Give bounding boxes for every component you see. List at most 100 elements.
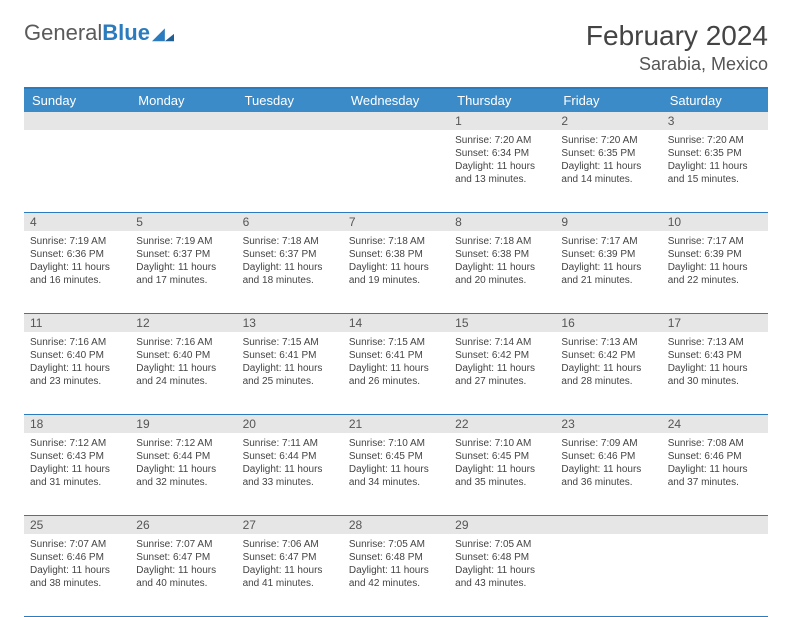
day-cell [24,130,130,212]
sunrise-text: Sunrise: 7:19 AM [136,235,230,248]
sunrise-text: Sunrise: 7:10 AM [455,437,549,450]
daylight-text: Daylight: 11 hours and 22 minutes. [668,261,762,287]
sunset-text: Sunset: 6:40 PM [136,349,230,362]
day-number: 13 [237,314,343,332]
daylight-text: Daylight: 11 hours and 15 minutes. [668,160,762,186]
day-number: 18 [24,415,130,433]
daylight-text: Daylight: 11 hours and 28 minutes. [561,362,655,388]
day-number: 19 [130,415,236,433]
day-cell: Sunrise: 7:17 AMSunset: 6:39 PMDaylight:… [555,231,661,313]
day-header-cell: Wednesday [343,89,449,112]
day-cell: Sunrise: 7:15 AMSunset: 6:41 PMDaylight:… [237,332,343,414]
day-number: 21 [343,415,449,433]
week-row: Sunrise: 7:12 AMSunset: 6:43 PMDaylight:… [24,433,768,516]
day-cell: Sunrise: 7:13 AMSunset: 6:43 PMDaylight:… [662,332,768,414]
day-header-cell: Sunday [24,89,130,112]
sunset-text: Sunset: 6:46 PM [561,450,655,463]
day-number: 3 [662,112,768,130]
sunrise-text: Sunrise: 7:18 AM [243,235,337,248]
day-number: 4 [24,213,130,231]
logo-mark-icon [152,24,174,42]
daylight-text: Daylight: 11 hours and 21 minutes. [561,261,655,287]
week-row: Sunrise: 7:19 AMSunset: 6:36 PMDaylight:… [24,231,768,314]
day-cell [343,130,449,212]
week-row: Sunrise: 7:20 AMSunset: 6:34 PMDaylight:… [24,130,768,213]
daylight-text: Daylight: 11 hours and 42 minutes. [349,564,443,590]
daylight-text: Daylight: 11 hours and 16 minutes. [30,261,124,287]
calendar: SundayMondayTuesdayWednesdayThursdayFrid… [24,87,768,617]
day-number: 5 [130,213,236,231]
sunset-text: Sunset: 6:38 PM [349,248,443,261]
sunrise-text: Sunrise: 7:19 AM [30,235,124,248]
day-number: 15 [449,314,555,332]
sunset-text: Sunset: 6:41 PM [349,349,443,362]
day-number-row: 18192021222324 [24,415,768,433]
sunrise-text: Sunrise: 7:15 AM [349,336,443,349]
sunset-text: Sunset: 6:36 PM [30,248,124,261]
sunrise-text: Sunrise: 7:15 AM [243,336,337,349]
sunrise-text: Sunrise: 7:16 AM [30,336,124,349]
day-number: 9 [555,213,661,231]
logo-part2: Blue [102,20,150,45]
day-cell [555,534,661,616]
day-cell: Sunrise: 7:13 AMSunset: 6:42 PMDaylight:… [555,332,661,414]
day-cell: Sunrise: 7:18 AMSunset: 6:38 PMDaylight:… [343,231,449,313]
daylight-text: Daylight: 11 hours and 13 minutes. [455,160,549,186]
day-cell: Sunrise: 7:09 AMSunset: 6:46 PMDaylight:… [555,433,661,515]
daylight-text: Daylight: 11 hours and 18 minutes. [243,261,337,287]
day-number: 25 [24,516,130,534]
daylight-text: Daylight: 11 hours and 37 minutes. [668,463,762,489]
day-number: 24 [662,415,768,433]
daylight-text: Daylight: 11 hours and 36 minutes. [561,463,655,489]
sunset-text: Sunset: 6:45 PM [349,450,443,463]
day-number: 10 [662,213,768,231]
sunset-text: Sunset: 6:45 PM [455,450,549,463]
day-number-row: 11121314151617 [24,314,768,332]
day-cell: Sunrise: 7:11 AMSunset: 6:44 PMDaylight:… [237,433,343,515]
day-number: 12 [130,314,236,332]
day-number: 7 [343,213,449,231]
day-number: 14 [343,314,449,332]
daylight-text: Daylight: 11 hours and 25 minutes. [243,362,337,388]
sunrise-text: Sunrise: 7:06 AM [243,538,337,551]
day-cell: Sunrise: 7:17 AMSunset: 6:39 PMDaylight:… [662,231,768,313]
sunset-text: Sunset: 6:40 PM [30,349,124,362]
day-number: 16 [555,314,661,332]
day-cell: Sunrise: 7:15 AMSunset: 6:41 PMDaylight:… [343,332,449,414]
sunset-text: Sunset: 6:42 PM [561,349,655,362]
sunset-text: Sunset: 6:44 PM [243,450,337,463]
daylight-text: Daylight: 11 hours and 26 minutes. [349,362,443,388]
day-cell: Sunrise: 7:12 AMSunset: 6:44 PMDaylight:… [130,433,236,515]
sunset-text: Sunset: 6:41 PM [243,349,337,362]
day-number [24,112,130,130]
daylight-text: Daylight: 11 hours and 43 minutes. [455,564,549,590]
sunrise-text: Sunrise: 7:13 AM [668,336,762,349]
title-block: February 2024 Sarabia, Mexico [586,20,768,75]
day-cell [662,534,768,616]
day-number [662,516,768,534]
day-cell: Sunrise: 7:19 AMSunset: 6:37 PMDaylight:… [130,231,236,313]
sunrise-text: Sunrise: 7:13 AM [561,336,655,349]
day-cell: Sunrise: 7:20 AMSunset: 6:34 PMDaylight:… [449,130,555,212]
sunrise-text: Sunrise: 7:05 AM [349,538,443,551]
day-number: 29 [449,516,555,534]
sunset-text: Sunset: 6:43 PM [668,349,762,362]
daylight-text: Daylight: 11 hours and 27 minutes. [455,362,549,388]
day-cell [130,130,236,212]
daylight-text: Daylight: 11 hours and 17 minutes. [136,261,230,287]
day-cell: Sunrise: 7:08 AMSunset: 6:46 PMDaylight:… [662,433,768,515]
sunrise-text: Sunrise: 7:20 AM [561,134,655,147]
sunrise-text: Sunrise: 7:05 AM [455,538,549,551]
day-number: 11 [24,314,130,332]
day-number: 20 [237,415,343,433]
day-cell: Sunrise: 7:16 AMSunset: 6:40 PMDaylight:… [130,332,236,414]
sunset-text: Sunset: 6:47 PM [136,551,230,564]
day-cell [237,130,343,212]
daylight-text: Daylight: 11 hours and 31 minutes. [30,463,124,489]
sunrise-text: Sunrise: 7:20 AM [455,134,549,147]
day-cell: Sunrise: 7:07 AMSunset: 6:47 PMDaylight:… [130,534,236,616]
sunrise-text: Sunrise: 7:18 AM [349,235,443,248]
daylight-text: Daylight: 11 hours and 35 minutes. [455,463,549,489]
sunset-text: Sunset: 6:35 PM [668,147,762,160]
day-number [555,516,661,534]
